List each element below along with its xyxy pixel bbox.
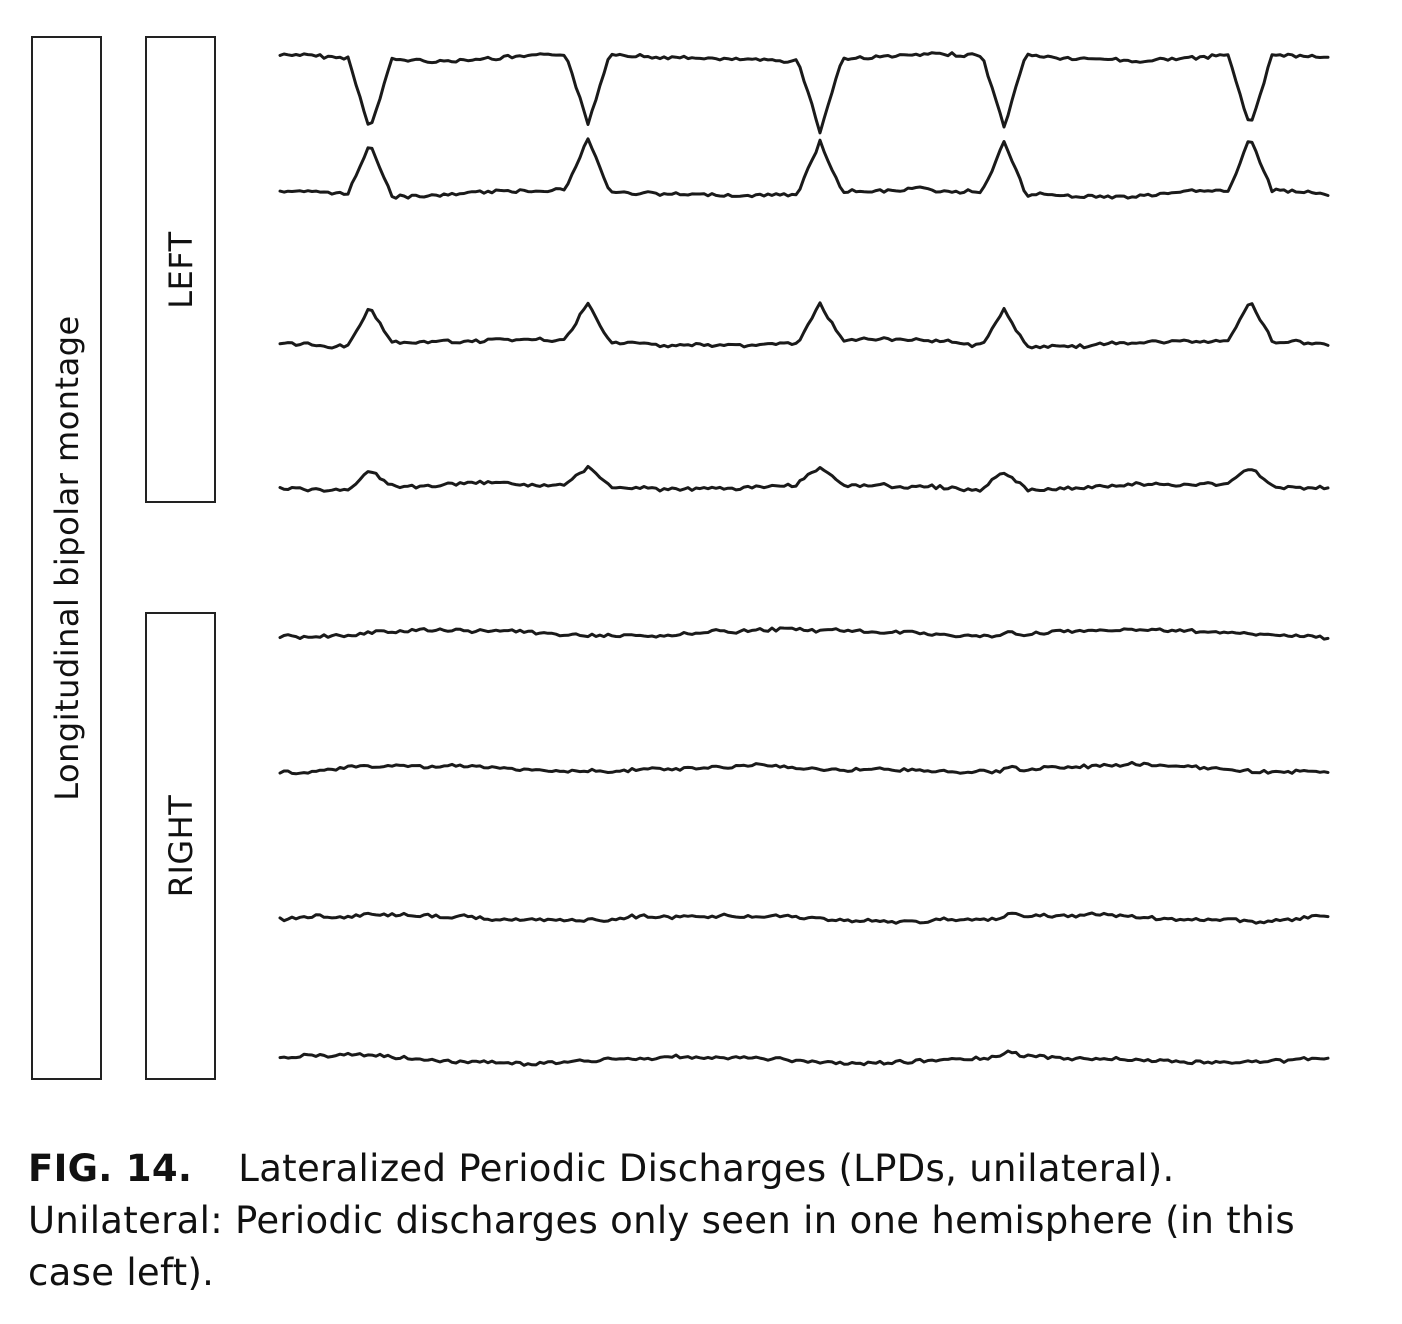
- eeg-channel-trace-5: [278, 626, 1330, 641]
- left-hemisphere-label-box: LEFT: [145, 36, 216, 503]
- figure-number: FIG. 14.: [28, 1147, 193, 1190]
- eeg-channel-trace-3: [278, 301, 1330, 350]
- montage-label-box: Longitudinal bipolar montage: [31, 36, 102, 1080]
- eeg-channel-trace-8: [278, 1049, 1330, 1067]
- eeg-traces: [278, 51, 1330, 1067]
- eeg-channel-trace-6: [278, 760, 1330, 776]
- right-hemisphere-label-box: RIGHT: [145, 612, 216, 1080]
- eeg-channel-trace-4: [278, 464, 1330, 493]
- figure-caption: FIG. 14. Lateralized Periodic Discharges …: [28, 1143, 1378, 1299]
- eeg-channel-trace-2: [278, 137, 1330, 200]
- eeg-channel-trace-1: [278, 51, 1330, 135]
- eeg-channel-trace-7: [278, 911, 1330, 925]
- caption-text: Lateralized Periodic Discharges (LPDs, u…: [28, 1147, 1295, 1294]
